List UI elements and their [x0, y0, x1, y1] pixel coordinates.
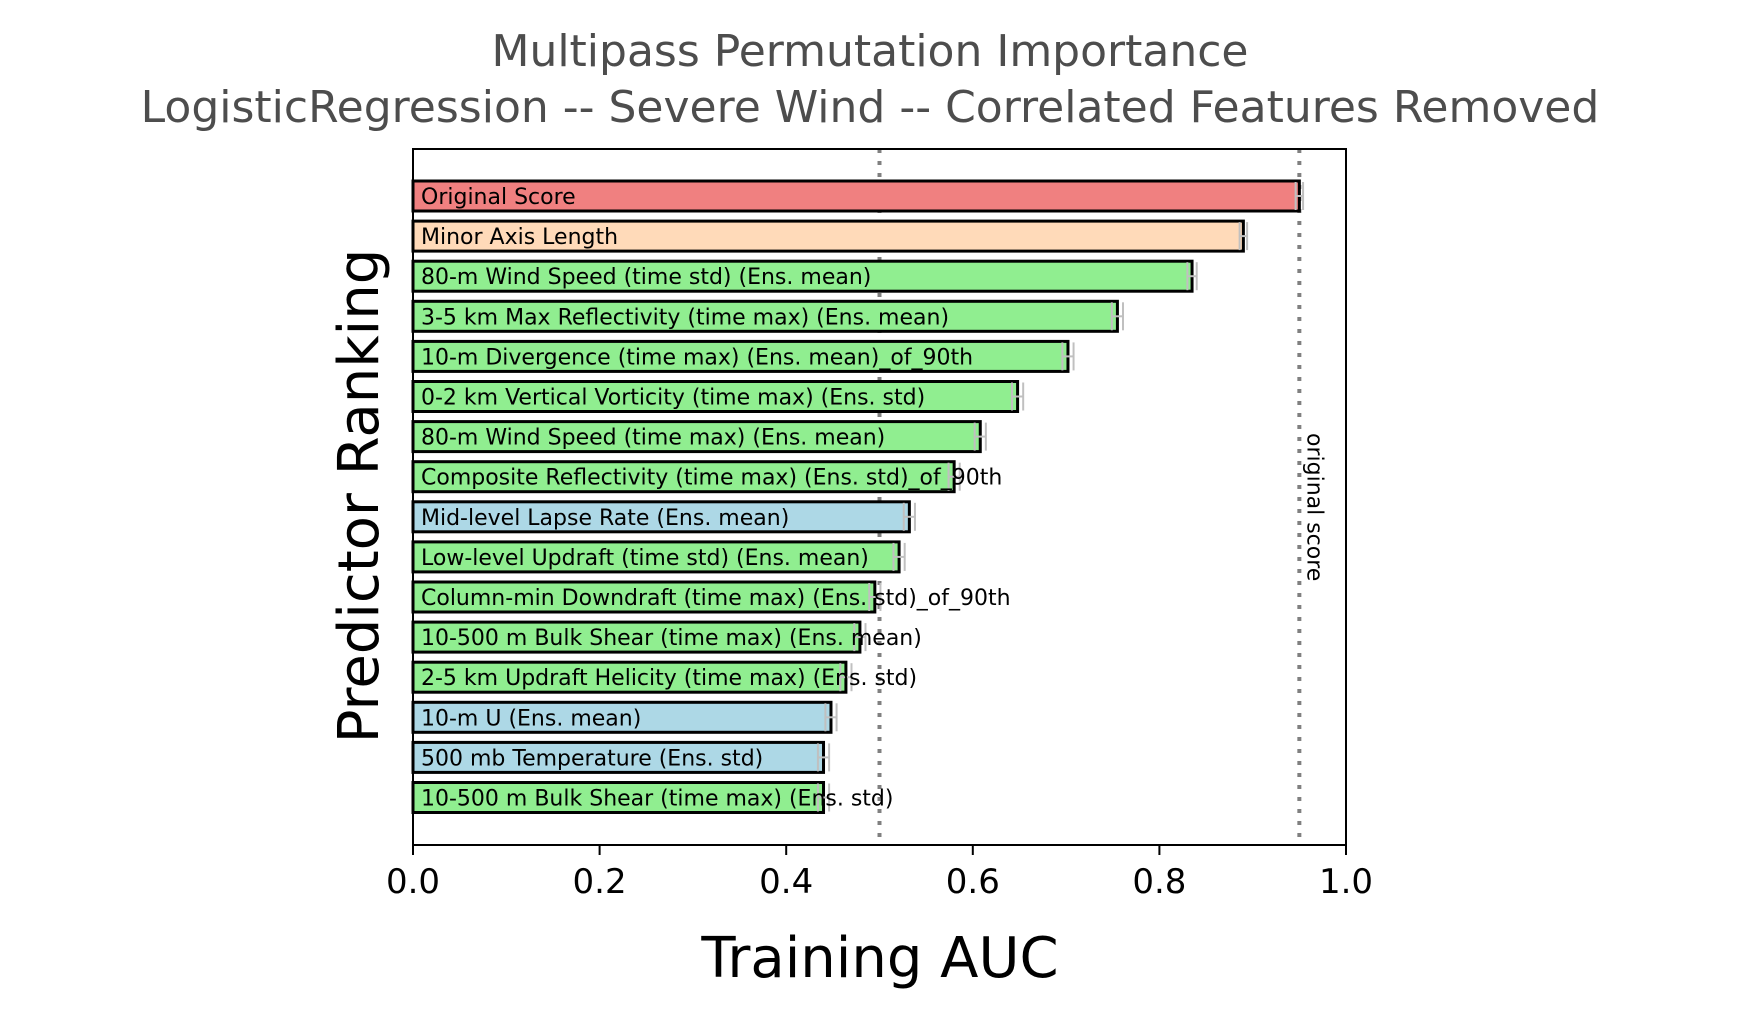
chart-subtitle: LogisticRegression -- Severe Wind -- Cor…: [141, 82, 1600, 133]
x-tick-label: 0.6: [946, 862, 1000, 902]
x-tick-label: 0.4: [759, 862, 813, 902]
bar-label: Low-level Updraft (time std) (Ens. mean): [421, 546, 869, 571]
bar-label: Column-min Downdraft (time max) (Ens. st…: [421, 586, 1011, 611]
x-tick-label: 0.0: [386, 862, 440, 902]
reference-line-label: original score: [1301, 433, 1326, 581]
bar-group: 2-5 km Updraft Helicity (time max) (Ens.…: [411, 660, 917, 694]
bar-group: 500 mb Temperature (Ens. std): [411, 740, 831, 774]
bar-group: 10-m Divergence (time max) (Ens. mean)_o…: [411, 339, 1075, 373]
bar-label: 10-500 m Bulk Shear (time max) (Ens. mea…: [421, 626, 922, 651]
plot-area: original score Original Score Minor Axis …: [386, 148, 1373, 902]
bar-group: 10-500 m Bulk Shear (time max) (Ens. mea…: [411, 620, 922, 654]
bar-label: 80-m Wind Speed (time max) (Ens. mean): [421, 426, 885, 451]
bar-group: Column-min Downdraft (time max) (Ens. st…: [411, 580, 1011, 614]
bar-group: 80-m Wind Speed (time std) (Ens. mean): [411, 259, 1198, 293]
bar: [411, 339, 1070, 373]
bar-label: 10-500 m Bulk Shear (time max) (Ens. std…: [421, 787, 893, 812]
bar-label: Minor Axis Length: [421, 225, 618, 250]
x-tick-label: 0.2: [573, 862, 627, 902]
bar-group: 10-500 m Bulk Shear (time max) (Ens. std…: [411, 781, 893, 814]
bar-group: Mid-level Lapse Rate (Ens. mean): [411, 500, 916, 534]
bar-label: Composite Reflectivity (time max) (Ens. …: [421, 466, 1002, 491]
bar-label: Mid-level Lapse Rate (Ens. mean): [421, 506, 789, 531]
bar: [411, 259, 1194, 293]
bar-group: 3-5 km Max Reflectivity (time max) (Ens.…: [411, 299, 1125, 333]
bar-label: 500 mb Temperature (Ens. std): [421, 746, 763, 771]
bar-group: Composite Reflectivity (time max) (Ens. …: [411, 460, 1002, 494]
bar-label: Original Score: [421, 185, 576, 210]
bar-label: 10-m Divergence (time max) (Ens. mean)_o…: [421, 345, 973, 370]
bar-label: 80-m Wind Speed (time std) (Ens. mean): [421, 265, 871, 290]
bar-label: 10-m U (Ens. mean): [421, 706, 641, 731]
bar: [411, 740, 826, 774]
x-axis-title: Training AUC: [700, 926, 1058, 991]
bar: [411, 781, 826, 814]
bar: [411, 540, 901, 574]
bar: [411, 420, 982, 454]
bar-group: Minor Axis Length: [411, 219, 1249, 253]
axes-frame: [412, 148, 1347, 846]
bar-group: Low-level Updraft (time std) (Ens. mean): [411, 540, 906, 574]
bar-label: 2-5 km Updraft Helicity (time max) (Ens.…: [421, 666, 917, 691]
bar-group: 0-2 km Vertical Vorticity (time max) (En…: [411, 380, 1025, 413]
bar-label: 0-2 km Vertical Vorticity (time max) (En…: [421, 386, 925, 411]
bar: [411, 620, 862, 654]
bars: Original Score Minor Axis Length 80-m Wind…: [411, 179, 1305, 814]
reference-lines: original score: [877, 149, 1326, 845]
bar: [411, 660, 848, 694]
bar-group: Original Score: [411, 179, 1305, 213]
chart-title: Multipass Permutation Importance: [491, 26, 1248, 77]
x-tick-label: 0.8: [1132, 862, 1186, 902]
bar: [411, 219, 1245, 253]
y-axis-title: Predictor Ranking: [327, 249, 392, 743]
bar-group: 10-m U (Ens. mean): [411, 700, 838, 734]
x-axis-ticks: 0.0 0.2 0.4 0.6 0.8 1.0: [386, 845, 1373, 902]
bar-label: 3-5 km Max Reflectivity (time max) (Ens.…: [421, 305, 949, 330]
x-tick-label: 1.0: [1319, 862, 1373, 902]
bar-group: 80-m Wind Speed (time max) (Ens. mean): [411, 420, 987, 454]
